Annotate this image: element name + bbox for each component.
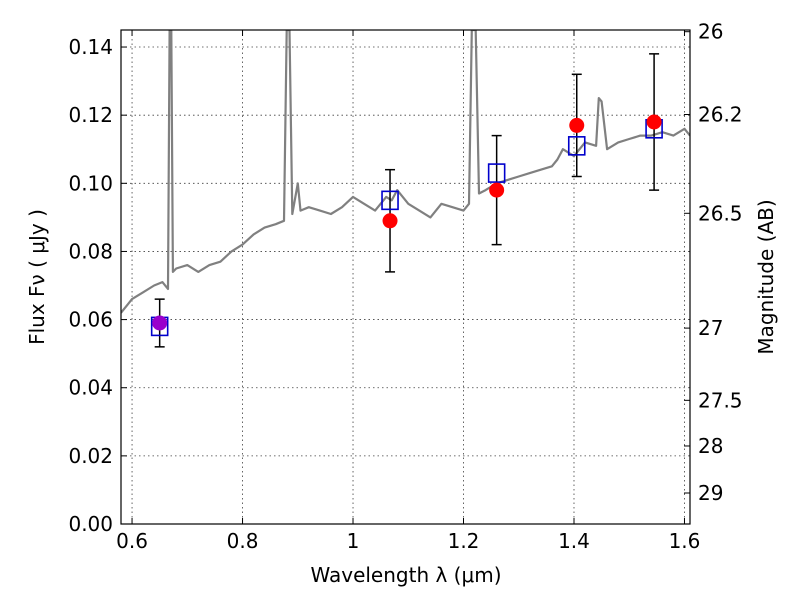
x-tick-label: 1 (347, 529, 360, 553)
x-tick-label: 1.2 (448, 529, 480, 553)
observed-circle-marker (646, 114, 662, 130)
y-tick-label: 0.08 (68, 239, 113, 263)
observed-circle-marker (152, 315, 168, 331)
y2-tick-label: 26.2 (698, 102, 743, 126)
y2-axis-title: Magnitude (AB) (754, 199, 778, 354)
markers (150, 53, 663, 348)
y-tick-label: 0.06 (68, 308, 113, 332)
y2-tick-label: 29 (698, 481, 723, 505)
plot-frame (120, 29, 691, 525)
model-square-marker (567, 136, 586, 156)
observed-circle-marker (489, 182, 505, 198)
y-tick-label: 0.10 (68, 171, 113, 195)
ticks (121, 30, 690, 525)
y2-tick-label: 26 (698, 20, 723, 44)
x-tick-label: 1.6 (669, 529, 701, 553)
x-tick-label: 1.4 (558, 529, 590, 553)
tick-labels: 0.6 0.8 1 1.2 1.4 1.6 0.00 0.02 0.04 0.06 0.08 0.10… (68, 20, 742, 553)
y2-tick-label: 27 (698, 316, 723, 340)
y2-tick-label: 27.5 (698, 388, 743, 412)
y-tick-label: 0.14 (68, 35, 113, 59)
model-square-marker (381, 190, 399, 211)
spectrum-line (121, 30, 690, 314)
y-tick-label: 0.02 (68, 444, 113, 468)
y-axis-title: Flux Fν ( μJy ) (25, 209, 49, 345)
y-tick-label: 0.12 (68, 103, 113, 127)
x-tick-label: 0.8 (227, 529, 259, 553)
y-tick-label: 0.00 (68, 512, 113, 536)
model-square-marker (487, 163, 506, 183)
x-axis-title: Wavelength λ (μm) (310, 563, 501, 587)
observed-circle-marker (569, 117, 585, 133)
y2-tick-label: 28 (698, 434, 723, 458)
y2-tick-label: 26.5 (698, 201, 743, 225)
plot-area (121, 30, 690, 314)
x-tick-label: 0.6 (116, 529, 148, 553)
observed-circle-marker (382, 213, 398, 229)
y-tick-label: 0.04 (68, 376, 113, 400)
